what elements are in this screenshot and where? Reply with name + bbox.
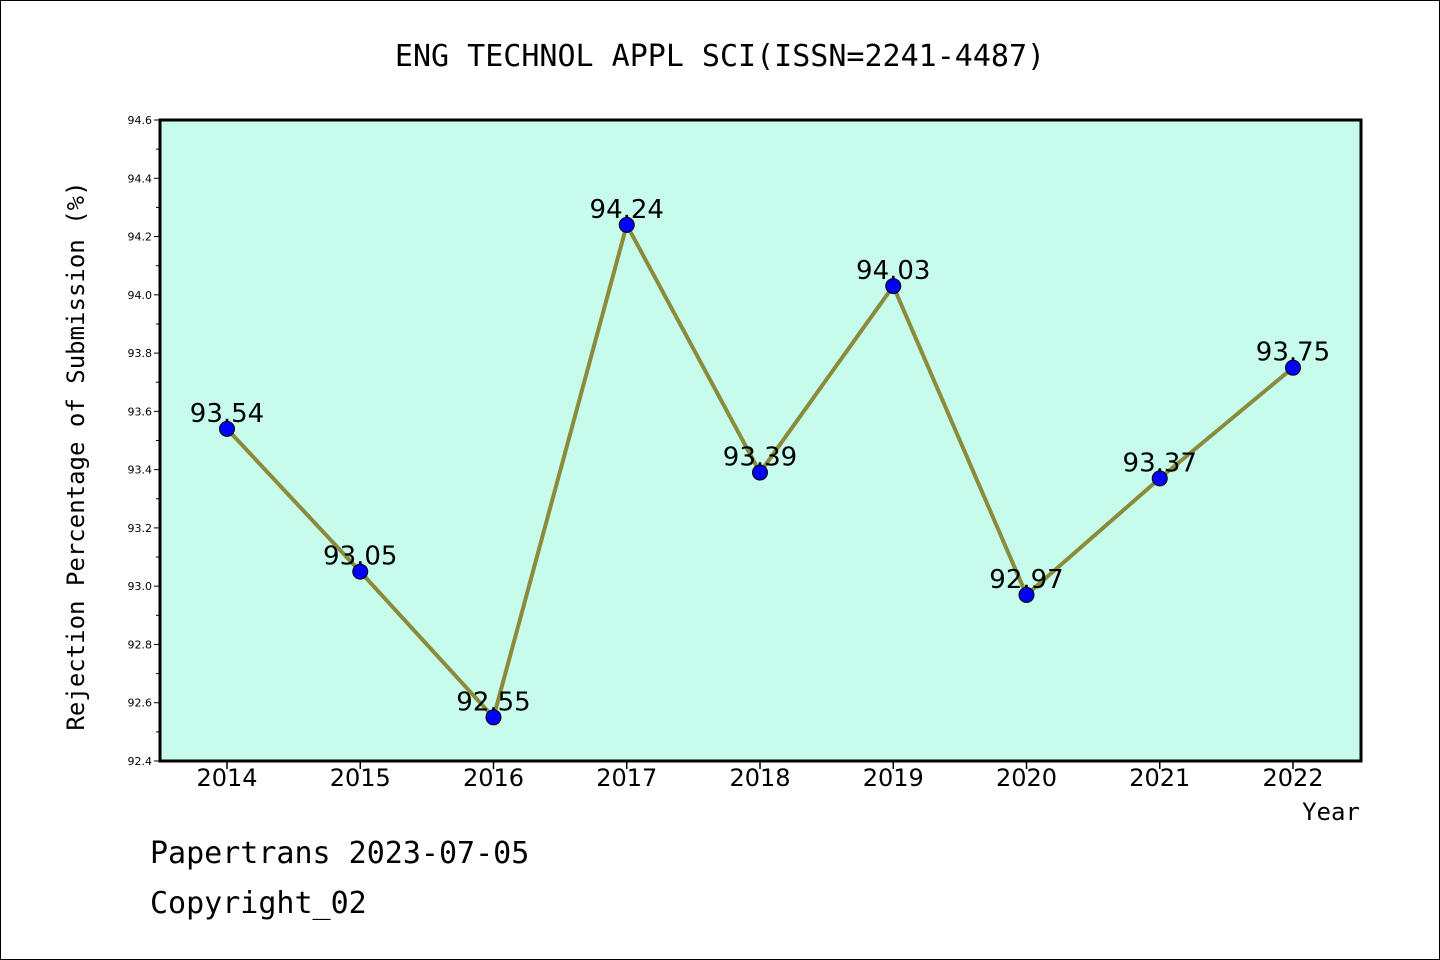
x-axis-label: Year: [1302, 798, 1360, 826]
data-point: [485, 709, 502, 726]
plot-area: [158, 118, 1363, 763]
copyright-footer: Copyright_02: [150, 886, 367, 921]
x-tick-label: 2016: [463, 764, 524, 792]
x-tick-label: 2020: [996, 764, 1057, 792]
x-tick-label: 2014: [196, 764, 257, 792]
x-tick-label: 2022: [1262, 764, 1323, 792]
data-point: [1285, 359, 1301, 376]
data-point: [352, 563, 369, 580]
data-point: [885, 278, 902, 295]
y-tick-label: 94.4: [128, 172, 153, 185]
y-tick-label: 93.6: [128, 405, 153, 418]
y-tick-label: 92.4: [128, 755, 153, 768]
x-tick-label: 2019: [863, 764, 924, 792]
x-tick-label: 2021: [1129, 764, 1190, 792]
x-tick-label: 2017: [596, 764, 657, 792]
chart-title: ENG TECHNOL APPL SCI(ISSN=2241-4487): [395, 39, 1045, 74]
y-tick-label: 94.0: [128, 289, 153, 302]
data-point: [219, 420, 235, 437]
y-tick-label: 92.8: [128, 638, 153, 651]
y-axis-label: Rejection Percentage of Submission (%): [62, 181, 90, 730]
y-tick-label: 93.4: [128, 464, 153, 477]
y-tick-label: 94.2: [128, 231, 153, 244]
y-tick-label: 92.6: [128, 697, 153, 710]
data-point: [618, 216, 635, 233]
x-axis: 2014 2015 2016 2017 2018 2019 2020 2021 2022: [196, 761, 1324, 792]
data-point: [1151, 470, 1168, 487]
y-tick-label: 93.2: [128, 522, 153, 535]
source-footer: Papertrans 2023-07-05: [150, 836, 529, 871]
data-point: [1018, 586, 1035, 603]
x-tick-label: 2018: [729, 764, 790, 792]
y-tick-label: 93.8: [128, 347, 153, 360]
data-point: [752, 464, 768, 481]
y-tick-label: 94.6: [128, 114, 153, 127]
y-axis: 92.4 92.6 92.8 93.0 93.2 93.4 93.6 93.8 94.0 94.2…: [128, 114, 160, 768]
y-tick-label: 93.0: [128, 580, 153, 593]
series-markers: [219, 216, 1301, 726]
x-tick-label: 2015: [330, 764, 391, 792]
